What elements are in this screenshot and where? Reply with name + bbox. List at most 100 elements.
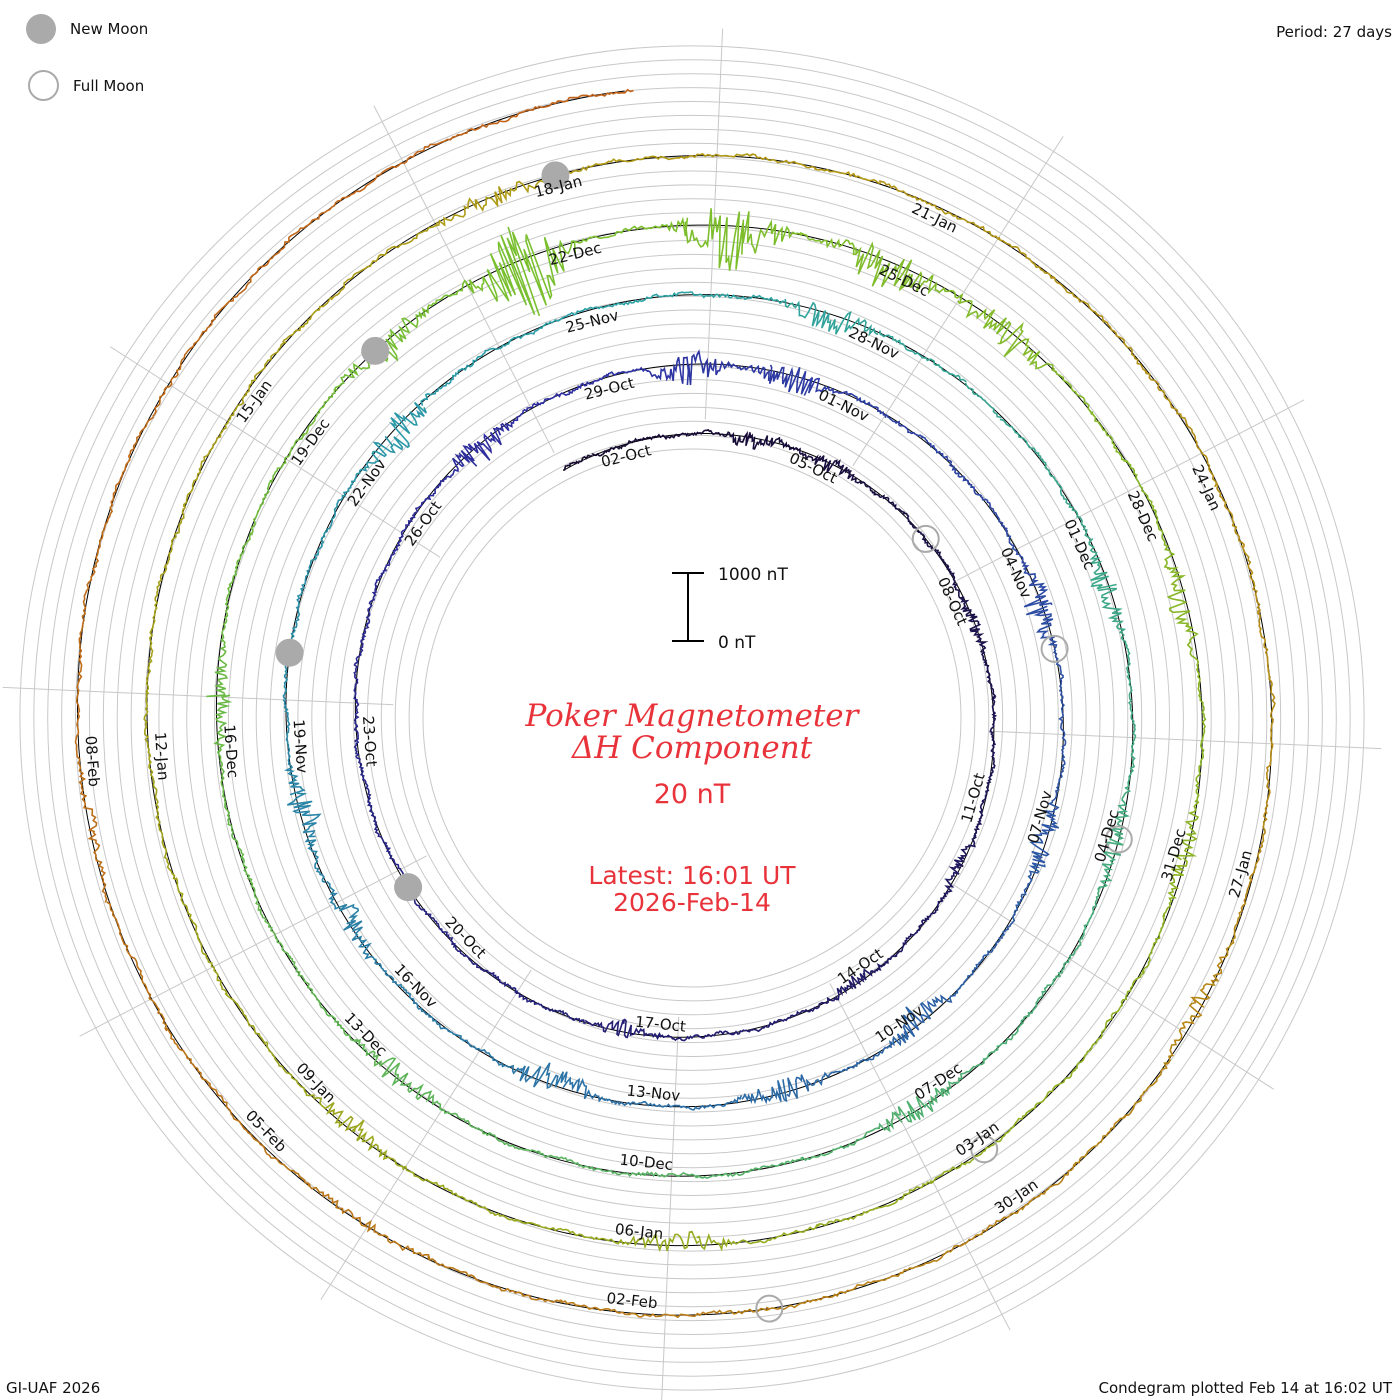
trace-segment bbox=[1023, 568, 1053, 608]
trace-segment bbox=[241, 856, 262, 912]
trace-segment bbox=[801, 995, 838, 1013]
grid-ring bbox=[422, 448, 962, 988]
trace-segment bbox=[514, 991, 551, 1012]
trace-segment bbox=[420, 279, 473, 319]
trace-segment bbox=[885, 413, 924, 439]
trace-segment bbox=[1052, 648, 1064, 692]
trace-segment bbox=[964, 382, 1002, 419]
date-label: 05-Oct bbox=[786, 449, 840, 487]
trace-segment bbox=[697, 1095, 743, 1110]
trace-segment bbox=[457, 1195, 517, 1222]
grid-spoke bbox=[2, 686, 394, 706]
grid-ring bbox=[269, 295, 1115, 1141]
grid-ring bbox=[172, 198, 1212, 1238]
trace-segment bbox=[574, 1233, 640, 1247]
trace-segment bbox=[918, 898, 944, 930]
trace-segment bbox=[627, 1312, 701, 1319]
scale-bar-bottom-label: 0 nT bbox=[718, 633, 756, 653]
trace-segment bbox=[621, 1018, 661, 1041]
trace-segment bbox=[407, 992, 441, 1028]
trace-segment bbox=[997, 321, 1056, 371]
trace-segment bbox=[1166, 567, 1191, 626]
trace-segment bbox=[353, 740, 365, 781]
trace-segment bbox=[748, 1158, 804, 1172]
grid-ring bbox=[394, 420, 990, 1016]
trace-segment bbox=[511, 231, 575, 317]
trace-segment bbox=[537, 1151, 593, 1170]
trace-segment bbox=[768, 364, 814, 395]
trace-segment bbox=[223, 804, 245, 860]
trace-segment bbox=[461, 427, 502, 462]
trace-segment bbox=[1074, 1115, 1127, 1167]
trace-segment bbox=[902, 998, 938, 1038]
grid-spoke bbox=[320, 969, 532, 1300]
trace-segment bbox=[800, 1143, 855, 1162]
period-label: Period: 27 days bbox=[1276, 23, 1392, 41]
trace-segment bbox=[326, 880, 360, 922]
full-moon-marker bbox=[1104, 825, 1133, 854]
trace-segment bbox=[427, 1255, 495, 1288]
trace-segment bbox=[330, 254, 382, 301]
grid-spoke bbox=[110, 346, 441, 558]
scale-bar: 1000 nT 0 nT bbox=[672, 565, 788, 653]
trace-segment bbox=[999, 418, 1038, 454]
trace-segment bbox=[304, 838, 326, 883]
trace-segment bbox=[148, 754, 160, 821]
grid-ring bbox=[33, 59, 1351, 1377]
date-label: 01-Nov bbox=[815, 386, 871, 426]
trace-segment bbox=[1163, 857, 1188, 917]
trace-segment bbox=[1240, 544, 1261, 613]
trace-segment bbox=[878, 180, 942, 211]
trace-segment bbox=[439, 1026, 481, 1051]
trace-segment bbox=[465, 226, 536, 316]
trace-segment bbox=[1091, 411, 1128, 463]
trace-segment bbox=[1106, 970, 1145, 1022]
trace-segment bbox=[136, 965, 168, 1032]
full-moon-marker bbox=[911, 524, 940, 553]
trace-segment bbox=[165, 1027, 211, 1088]
trace-segment bbox=[697, 1307, 770, 1316]
trace-segment bbox=[488, 1132, 542, 1154]
trace-segment bbox=[1197, 681, 1207, 744]
latest-time: Latest: 16:01 UT bbox=[588, 861, 796, 890]
grid-ring bbox=[366, 392, 1018, 1044]
date-label: 16-Dec bbox=[220, 724, 242, 779]
grid-ring bbox=[353, 379, 1031, 1057]
grid-ring bbox=[158, 184, 1226, 1252]
trace-segment bbox=[605, 366, 649, 378]
trace-segment bbox=[833, 1271, 903, 1298]
date-label: 27-Jan bbox=[1225, 848, 1256, 900]
trace-segment bbox=[1268, 675, 1276, 747]
trace-segment bbox=[163, 504, 187, 569]
trace-segment bbox=[389, 401, 428, 451]
trace-segment bbox=[156, 817, 178, 881]
date-label: 23-Oct bbox=[359, 715, 381, 767]
date-label: 02-Feb bbox=[606, 1289, 659, 1312]
trace-segment bbox=[606, 1098, 653, 1107]
trace-segment bbox=[934, 973, 972, 1004]
grid-ring bbox=[116, 142, 1268, 1294]
trace-segment bbox=[282, 296, 333, 343]
trace-segment bbox=[537, 92, 611, 109]
trace-segment bbox=[333, 475, 358, 519]
full-moon-marker bbox=[970, 1135, 999, 1164]
trace-segment bbox=[568, 373, 608, 395]
trace-segment bbox=[499, 325, 544, 350]
trace-segment bbox=[1256, 609, 1271, 680]
chart-subtitle: ΔH Component bbox=[571, 730, 813, 766]
trace-segment bbox=[1194, 740, 1205, 803]
grid-ring bbox=[283, 309, 1101, 1127]
date-label: 29-Oct bbox=[582, 374, 636, 404]
legend-new-moon: New Moon bbox=[26, 14, 148, 44]
moon-layer bbox=[275, 161, 1133, 1323]
trace-segment bbox=[879, 330, 923, 358]
legend-full-moon: Full Moon bbox=[28, 70, 144, 101]
grid-ring bbox=[255, 281, 1129, 1155]
trace-segment bbox=[868, 1030, 909, 1061]
grid-layer bbox=[2, 28, 1382, 1400]
trace-segment bbox=[646, 356, 690, 384]
trace-segment bbox=[559, 1299, 631, 1316]
trace-segment bbox=[847, 472, 876, 496]
trace-segment bbox=[696, 1169, 752, 1179]
trace-segment bbox=[929, 1149, 986, 1183]
